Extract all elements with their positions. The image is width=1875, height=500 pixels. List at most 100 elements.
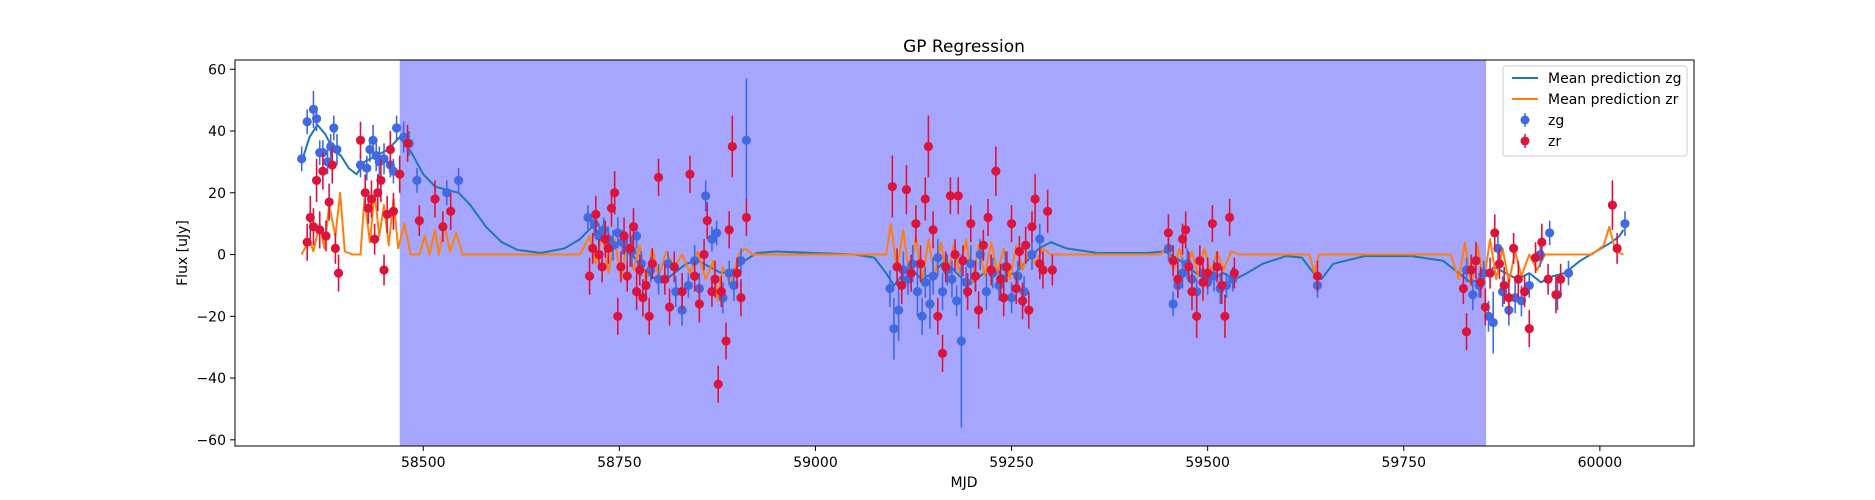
data-point-zr: [1027, 211, 1037, 243]
data-point-zg: [712, 220, 722, 246]
marker-zr: [724, 225, 734, 235]
marker-zr: [619, 231, 629, 241]
marker-zr: [950, 249, 960, 260]
data-point-zr: [1030, 174, 1040, 224]
marker-zr: [699, 249, 709, 260]
marker-zr: [330, 243, 341, 253]
marker-zg: [329, 123, 339, 133]
marker-zr: [1225, 212, 1235, 223]
y-tick-label: 0: [217, 248, 226, 264]
y-tick-label: −40: [196, 371, 226, 387]
marker-zr: [1017, 296, 1028, 306]
data-point-zr: [1471, 242, 1481, 280]
data-point-zr: [302, 223, 312, 261]
marker-zr: [1173, 274, 1183, 284]
marker-zr: [613, 311, 623, 321]
data-point-zr: [732, 257, 742, 289]
data-point-zr: [327, 146, 337, 184]
marker-zr: [1021, 240, 1031, 250]
marker-zg: [1545, 228, 1555, 238]
data-point-zr: [710, 260, 720, 298]
marker-zg: [1019, 287, 1029, 297]
data-point-zr: [1220, 294, 1230, 338]
marker-zr: [305, 212, 315, 223]
marker-zr: [986, 265, 996, 275]
data-point-zr: [741, 198, 752, 237]
data-point-zg: [1006, 282, 1017, 314]
legend-box: [1502, 65, 1688, 157]
data-point-zg: [741, 78, 752, 203]
marker-zr: [1184, 262, 1194, 272]
data-point-zr: [906, 254, 916, 292]
marker-zg: [933, 253, 943, 263]
data-point-zr: [915, 245, 926, 283]
data-point-zr: [1524, 310, 1534, 348]
data-point-zr: [1537, 223, 1547, 261]
marker-zr: [632, 287, 642, 297]
marker-zg: [908, 259, 918, 269]
data-point-zr: [619, 217, 629, 255]
data-point-zr: [446, 192, 456, 230]
x-tick-label: 58750: [597, 455, 642, 471]
data-point-zr: [727, 115, 737, 178]
data-point-zg: [937, 273, 948, 311]
marker-zr: [610, 188, 620, 198]
marker-zr: [430, 194, 440, 204]
data-point-zr: [1461, 313, 1472, 351]
marker-zg: [453, 175, 464, 186]
marker-zg: [701, 191, 711, 201]
marker-zg: [947, 274, 957, 284]
marker-zg: [1035, 234, 1045, 244]
data-point-zr: [591, 195, 601, 233]
marker-zr: [1499, 280, 1509, 291]
y-tick-label: 20: [208, 186, 226, 202]
marker-zg: [311, 114, 322, 124]
marker-zg: [583, 212, 593, 223]
data-point-zr: [1168, 245, 1178, 277]
marker-zr: [1043, 206, 1053, 216]
data-point-zr: [1212, 251, 1222, 283]
marker-zg: [391, 123, 402, 133]
marker-zr: [600, 234, 610, 244]
data-point-zr: [613, 297, 623, 335]
data-point-zr: [950, 239, 960, 270]
marker-zg: [736, 256, 746, 266]
data-point-zr: [1556, 263, 1566, 295]
data-point-zr: [1043, 189, 1053, 233]
marker-zr: [1212, 262, 1222, 272]
marker-zr: [892, 262, 902, 272]
marker-zr: [945, 191, 955, 201]
marker-zr: [622, 271, 632, 281]
marker-zg: [741, 135, 752, 145]
data-point-zg: [885, 269, 895, 308]
data-point-zr: [966, 205, 976, 243]
marker-zr: [923, 141, 934, 152]
data-point-zr: [1458, 273, 1468, 304]
marker-zg: [632, 231, 642, 241]
data-point-zr: [999, 279, 1009, 317]
data-point-zg: [1563, 260, 1574, 286]
marker-zr: [1177, 234, 1188, 244]
data-point-zr: [1203, 257, 1213, 289]
marker-zr: [1607, 200, 1618, 210]
data-point-zr: [677, 273, 687, 311]
data-point-zg: [912, 266, 923, 317]
data-point-zr: [991, 146, 1001, 196]
data-point-zr: [724, 211, 734, 249]
data-point-zg: [1168, 291, 1178, 317]
data-point-zg: [889, 297, 899, 360]
legend-label-zg-marker: zg: [1548, 113, 1564, 129]
marker-zg: [912, 287, 923, 297]
data-point-zr: [402, 124, 413, 162]
data-point-zr: [1530, 242, 1541, 274]
marker-zr: [1519, 287, 1530, 297]
marker-zr: [736, 293, 746, 303]
y-axis-ticks: −60 −40 −20 0 20 40 60: [196, 62, 235, 449]
data-point-zr: [1519, 276, 1530, 308]
data-point-zr: [628, 208, 639, 246]
marker-zr: [333, 268, 344, 278]
marker-zg: [599, 225, 609, 235]
data-point-zr: [1508, 232, 1519, 264]
data-point-zr: [603, 232, 613, 264]
data-point-zr: [995, 263, 1006, 295]
